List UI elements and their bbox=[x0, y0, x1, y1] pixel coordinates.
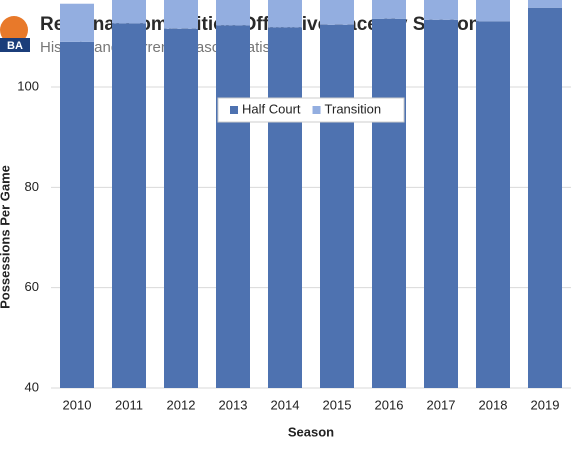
bar-segment bbox=[268, 0, 302, 28]
legend-label: Transition bbox=[325, 101, 382, 116]
bar-segment bbox=[424, 19, 458, 388]
x-tick-label: 2017 bbox=[427, 397, 456, 412]
bar-segment bbox=[476, 0, 510, 22]
y-tick-label: 40 bbox=[25, 379, 39, 394]
x-tick-label: 2016 bbox=[375, 397, 404, 412]
x-tick-label: 2012 bbox=[167, 397, 196, 412]
bar-segment bbox=[320, 24, 354, 388]
bar-segment bbox=[372, 18, 406, 388]
x-tick-label: 2013 bbox=[219, 397, 248, 412]
x-axis-title: Season bbox=[288, 424, 334, 439]
bar-segment bbox=[372, 0, 406, 19]
x-tick-label: 2018 bbox=[479, 397, 508, 412]
bar-segment bbox=[60, 3, 94, 42]
bar-segment bbox=[528, 0, 562, 8]
legend-label: Half Court bbox=[242, 101, 301, 116]
x-tick-label: 2014 bbox=[271, 397, 300, 412]
bar-segment bbox=[164, 28, 198, 388]
bar-segment bbox=[112, 23, 146, 389]
logo-band bbox=[0, 38, 30, 52]
y-tick-label: 80 bbox=[25, 179, 39, 194]
y-tick-label: 100 bbox=[17, 78, 39, 93]
x-tick-label: 2011 bbox=[115, 397, 143, 412]
legend-box bbox=[217, 97, 405, 123]
chart-title: Regional Competition Offensive Pace By S… bbox=[40, 14, 480, 35]
y-tick-label: 60 bbox=[25, 279, 39, 294]
bar-segment bbox=[476, 21, 510, 388]
bar-segment bbox=[112, 0, 146, 24]
logo-text: BA bbox=[7, 40, 23, 52]
bar-segment bbox=[528, 7, 562, 389]
bar-segment bbox=[216, 0, 250, 26]
x-tick-label: 2015 bbox=[323, 397, 352, 412]
bar-segment bbox=[424, 0, 458, 20]
bar-segment bbox=[216, 25, 250, 388]
bar-segment bbox=[60, 41, 94, 388]
bar-segment bbox=[268, 27, 302, 388]
legend-swatch bbox=[312, 106, 321, 114]
logo-ball bbox=[0, 16, 28, 44]
x-tick-label: 2019 bbox=[531, 397, 560, 412]
legend-swatch bbox=[230, 106, 238, 114]
bar-segment bbox=[164, 0, 198, 29]
y-axis-title: Possessions Per Game bbox=[0, 165, 12, 309]
x-tick-label: 2010 bbox=[63, 397, 92, 412]
bar-segment bbox=[320, 0, 354, 25]
